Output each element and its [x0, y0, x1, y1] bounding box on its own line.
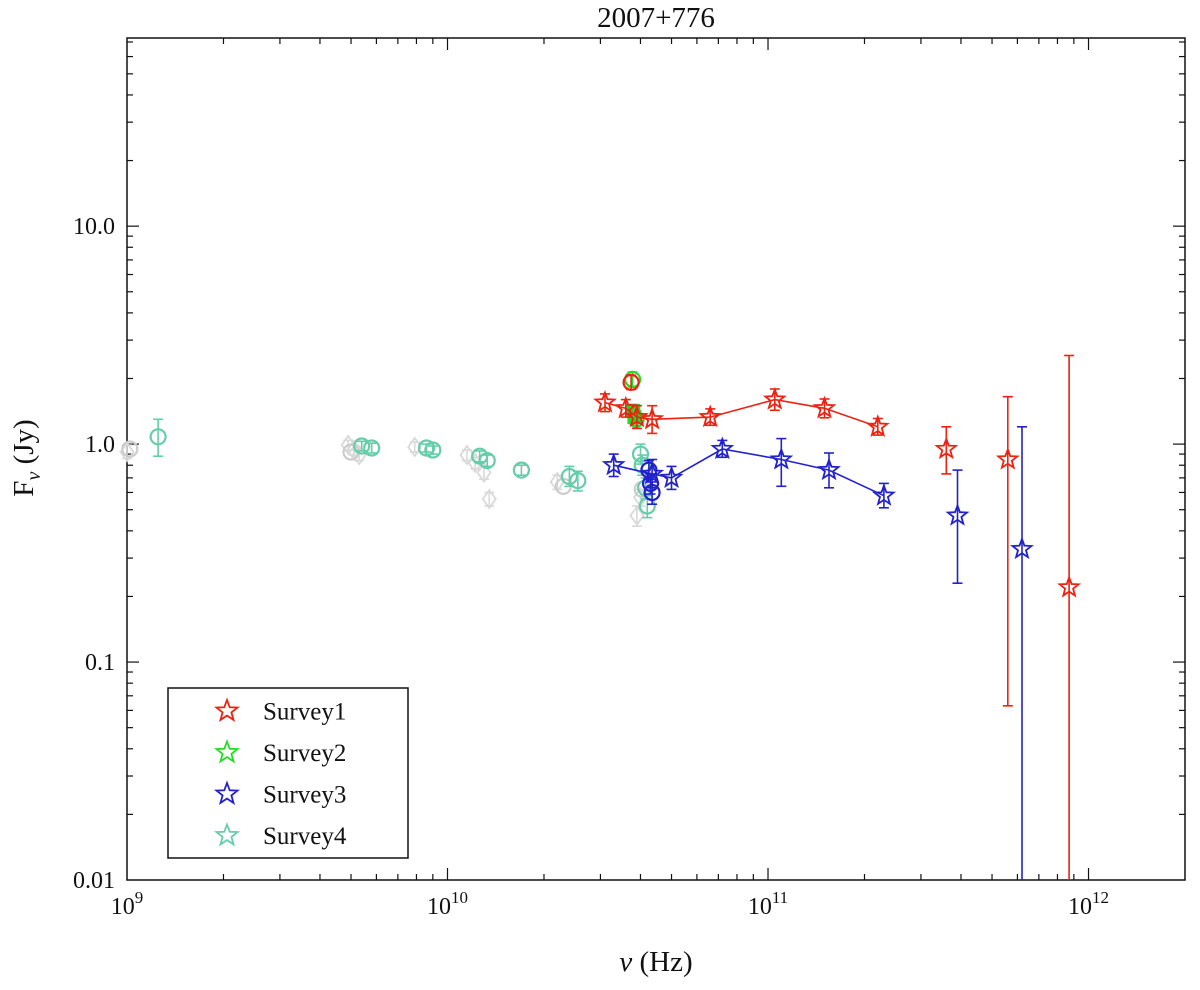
circle-marker [512, 461, 531, 479]
circle-marker [424, 441, 442, 459]
star-marker [593, 390, 617, 413]
series-survey1-stars-isolated [934, 354, 1082, 880]
circle-marker [631, 445, 650, 463]
y-axis-subscript: ν [22, 471, 45, 481]
star-marker [1057, 574, 1082, 598]
circle-marker [353, 437, 371, 455]
legend-marker-survey3 [214, 780, 240, 805]
legend-label-survey1: Survey1 [263, 699, 346, 726]
circle-marker [641, 474, 660, 492]
y-tick-label: 1.0 [85, 432, 115, 458]
axis-ticks [127, 38, 1185, 880]
x-axis-label: ν (Hz) [127, 946, 1185, 979]
series-survey1-circle [622, 373, 640, 391]
x-tick-label: 109 [111, 888, 144, 920]
x-axis-unit: (Hz) [632, 946, 693, 978]
chart-title: 2007+776 [597, 2, 715, 34]
star-marker [817, 457, 841, 481]
legend-marker-survey4 [214, 821, 240, 847]
y-axis-label: Fν (Jy) [8, 419, 46, 496]
x-axis-symbol: ν [619, 946, 633, 978]
x-tick-labels: 109 1010 1011 1012 [111, 888, 1109, 920]
circle-marker [121, 440, 139, 458]
x-tick-label: 1010 [427, 888, 468, 920]
legend-box [167, 687, 409, 859]
circle-marker [363, 439, 381, 457]
star-marker [1010, 536, 1034, 560]
diamond-marker [459, 444, 475, 466]
star-marker [769, 446, 794, 470]
star-marker [640, 461, 665, 485]
legend-label-survey2: Survey2 [263, 740, 346, 767]
circle-marker [149, 428, 167, 446]
series-survey1-stars-connected [593, 387, 890, 437]
circle-marker [478, 452, 496, 470]
circle-marker [569, 472, 587, 490]
diamond-marker [351, 444, 367, 466]
y-tick-label: 10.0 [73, 214, 115, 240]
diamond-marker [476, 462, 492, 484]
star-marker [624, 404, 649, 428]
star-marker [934, 436, 959, 460]
y-axis-symbol: F [8, 480, 41, 497]
star-marker [945, 503, 970, 526]
star-marker [812, 395, 837, 419]
x-tick-label: 1012 [1068, 888, 1109, 920]
star-marker [659, 465, 684, 489]
legend-label-survey3: Survey3 [263, 782, 346, 809]
y-tick-label: 0.1 [85, 650, 115, 676]
circle-marker [622, 373, 640, 391]
series-survey4-circles [149, 418, 656, 519]
star-marker [871, 483, 896, 506]
star-marker [601, 452, 626, 476]
series-survey3-stars-connected [601, 436, 896, 509]
y-axis-unit: (Jy) [8, 419, 41, 472]
star-marker [865, 414, 890, 437]
series-line [613, 448, 885, 497]
series-survey3-stars-isolated [945, 425, 1034, 880]
x-tick-label: 1011 [748, 888, 788, 920]
star-marker [640, 406, 665, 430]
legend: Survey1 Survey2 Survey3 Survey4 [167, 687, 409, 859]
star-marker [995, 446, 1020, 470]
legend-label-survey4: Survey4 [263, 823, 347, 850]
legend-marker-survey2 [214, 738, 240, 764]
star-marker [698, 404, 723, 428]
diamond-marker [629, 505, 645, 527]
diamond-marker [481, 488, 497, 510]
y-tick-labels: 0.01 0.1 1.0 10.0 [73, 214, 115, 894]
y-tick-label: 0.01 [73, 868, 115, 894]
star-marker [762, 387, 787, 410]
star-marker [710, 436, 735, 460]
legend-marker-survey1 [214, 697, 240, 722]
circle-marker [560, 467, 579, 486]
star-marker [613, 395, 638, 419]
